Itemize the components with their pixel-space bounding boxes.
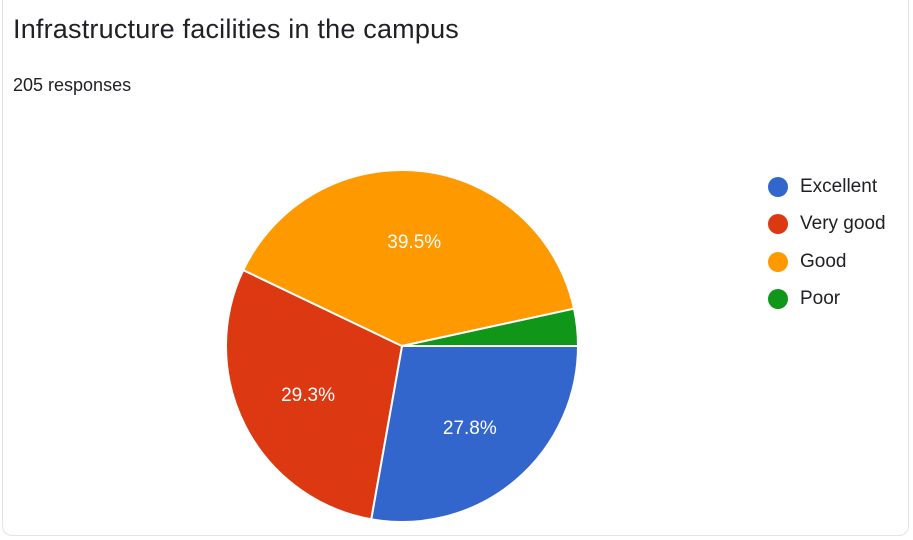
pie-slice-good[interactable] [241,169,576,348]
chart-title: Infrastructure facilities in the campus [13,14,459,44]
legend-label-good: Good [800,250,847,272]
pie-slice-poor[interactable] [401,307,580,347]
response-count: 205 responses [13,75,132,95]
slice-label-excellent: 27.8% [443,418,497,439]
legend-swatch-excellent [768,176,788,197]
slice-label-good: 39.5% [387,232,441,253]
legend-item-very-good[interactable]: Very good [768,206,886,244]
legend-item-excellent[interactable]: Excellent [768,168,886,206]
pie-slice-excellent[interactable] [370,345,580,523]
legend-item-good[interactable]: Good [768,243,886,281]
pie-slice-very-good[interactable] [225,268,404,521]
chart-legend: Excellent Very good Good Poor [768,168,886,318]
legend-swatch-poor [768,289,788,310]
legend-swatch-very-good [768,214,788,235]
legend-item-poor[interactable]: Poor [768,281,886,319]
legend-swatch-good [768,251,788,272]
legend-label-excellent: Excellent [800,175,878,197]
legend-label-poor: Poor [800,288,841,310]
slice-label-very-good: 29.3% [281,385,335,406]
legend-label-very-good: Very good [800,213,886,235]
